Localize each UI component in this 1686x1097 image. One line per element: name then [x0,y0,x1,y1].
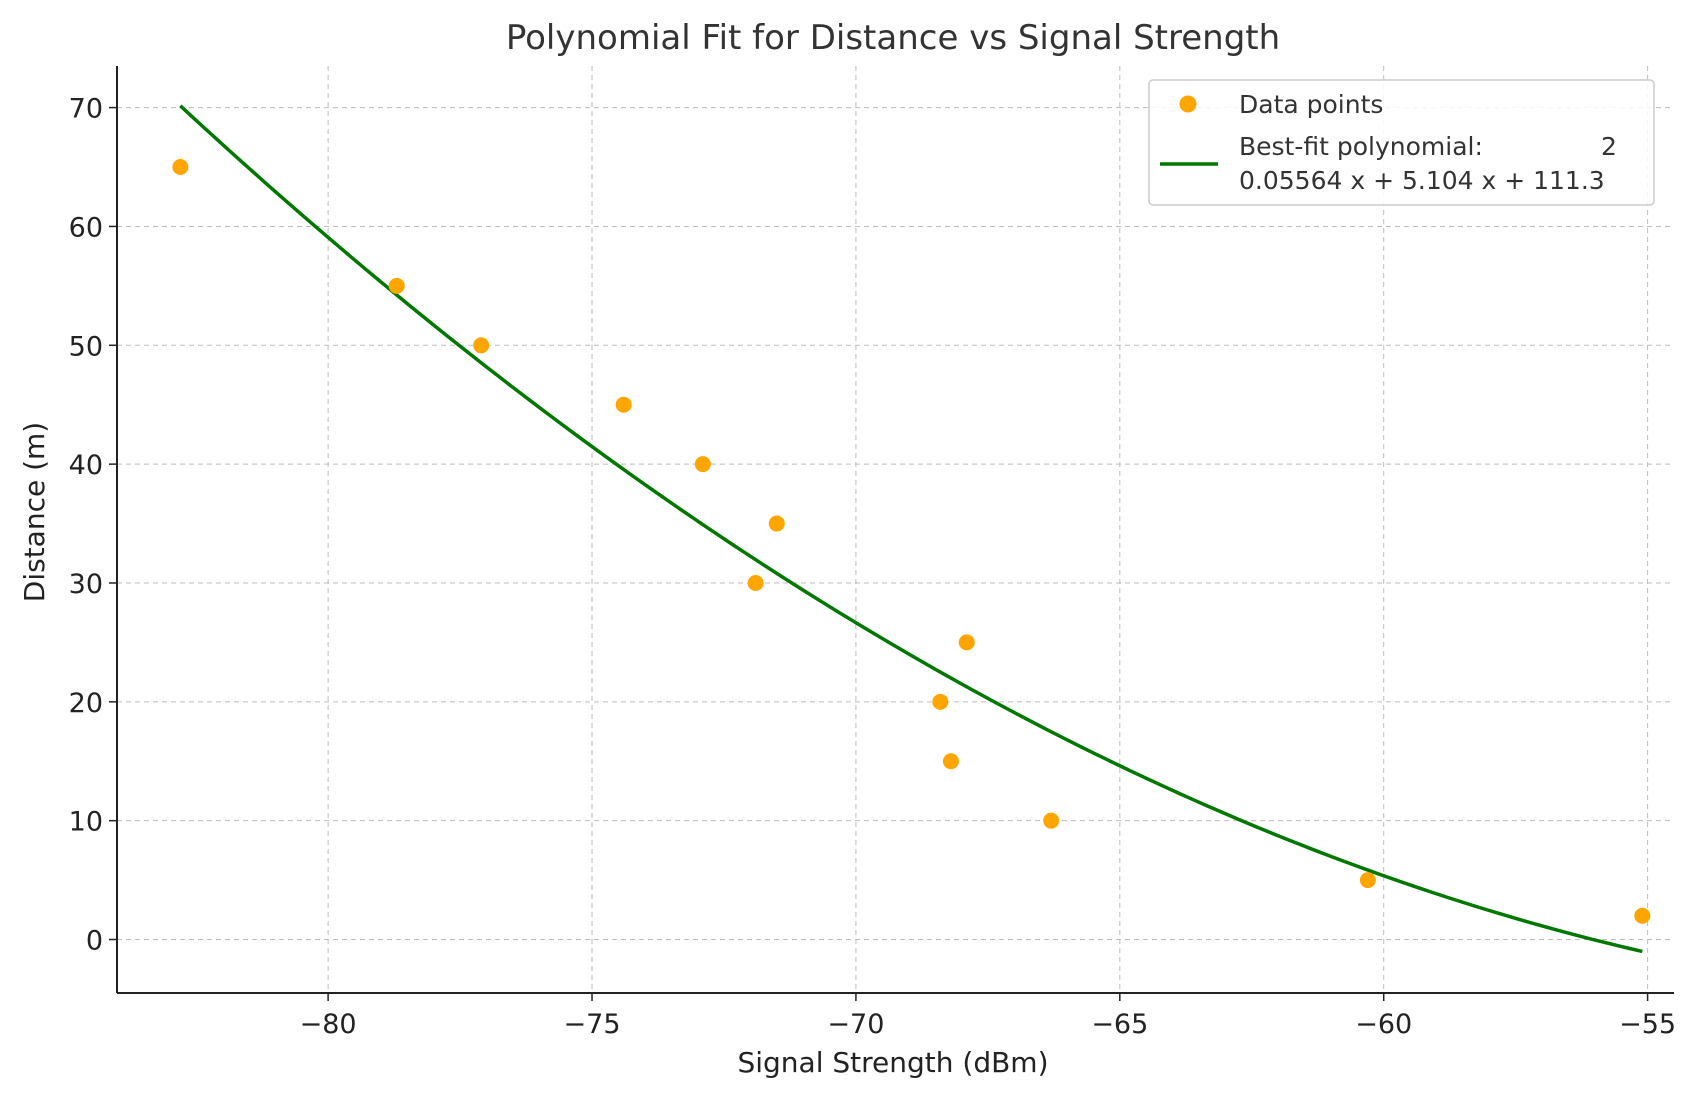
data-point [932,693,949,710]
legend-label-fit-exponent: 2 [1601,132,1617,161]
data-point [942,753,959,770]
y-tick-label: 60 [69,212,103,243]
legend-frame [1148,79,1655,206]
data-point [1634,907,1651,924]
y-tick-label: 0 [86,926,103,957]
x-tick-label: −65 [1091,1009,1148,1040]
y-tick-label: 10 [69,807,103,838]
y-axis-label: Distance (m) [18,422,51,602]
data-point [958,634,975,651]
axes-spines [116,66,1674,994]
chart-title: Polynomial Fit for Distance vs Signal St… [506,18,1280,58]
data-point [694,456,711,473]
x-tick-label: −60 [1355,1009,1412,1040]
x-tick-label: −55 [1619,1009,1676,1040]
data-point [615,396,632,413]
y-tick-label: 30 [69,569,103,600]
y-tick-label: 50 [69,331,103,362]
legend-marker-data-points [1179,95,1197,113]
legend: Data points Best-fit polynomial: 2 0.055… [1148,79,1655,206]
grid [117,66,1674,993]
x-tick-label: −70 [827,1009,884,1040]
data-point [172,159,189,176]
data-point [1359,872,1376,889]
x-tick-label: −75 [564,1009,621,1040]
y-tick-label: 40 [69,450,103,481]
data-point [473,337,490,354]
best-fit-line [179,104,1643,954]
x-axis-label: Signal Strength (dBm) [737,1046,1048,1079]
legend-label-fit-equation: 0.05564 x + 5.104 x + 111.3 [1239,166,1605,195]
data-point [768,515,785,532]
data-point [747,574,764,591]
data-point [388,277,405,294]
y-tick-label: 70 [69,94,103,125]
fit-layer [179,104,1643,954]
axis-ticks: −80 −75 −70 −65 −60 −55 0 10 20 30 40 50 60 70 [69,94,1676,1040]
data-point [1043,812,1060,829]
data-points-layer [172,159,1651,924]
x-tick-label: −80 [300,1009,357,1040]
legend-label-fit-name: Best-fit polynomial: [1239,132,1483,161]
y-tick-label: 20 [69,688,103,719]
legend-label-data-points: Data points [1239,90,1383,119]
